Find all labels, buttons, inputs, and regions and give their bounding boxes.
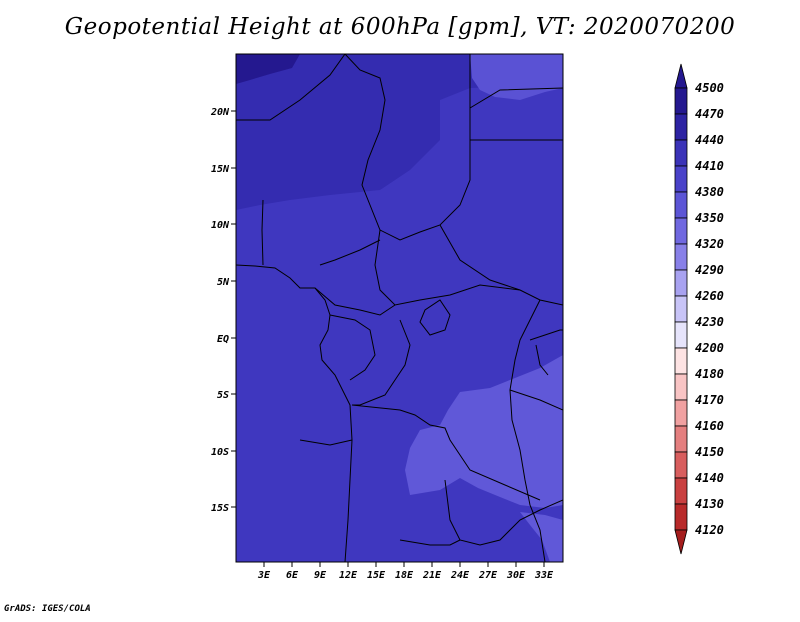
lat-label-eq: EQ [217, 334, 229, 345]
lat-label-15n: 15N [211, 164, 230, 175]
colorbar-label: 4290 [695, 263, 724, 277]
colorbar-arrow-top [674, 63, 688, 89]
lat-label-10n: 10N [211, 220, 230, 231]
colorbar-segment [674, 113, 688, 141]
lon-label-15e: 15E [367, 570, 386, 581]
colorbar-label: 4350 [695, 211, 724, 225]
colorbar-label: 4130 [695, 497, 724, 511]
colorbar-label: 4260 [695, 289, 724, 303]
colorbar-segment [674, 295, 688, 323]
lon-label-3e: 3E [257, 570, 271, 581]
colorbar-label: 4120 [695, 523, 724, 537]
colorbar-segment [674, 87, 688, 115]
map-title: Geopotential Height at 600hPa [gpm], VT:… [64, 14, 736, 40]
colorbar-segment [674, 243, 688, 271]
colorbar-label: 4200 [695, 341, 724, 355]
lon-label-12e: 12E [339, 570, 358, 581]
lon-label-33e: 33E [534, 570, 554, 581]
colorbar-segment [674, 165, 688, 193]
colorbar-segment [674, 373, 688, 401]
colorbar-label: 4180 [695, 367, 724, 381]
height-field [236, 54, 563, 562]
colorbar: 4500 4470 4440 4410 4380 4350 4320 4290 4260 4230… [674, 63, 724, 555]
map-frame [235, 53, 564, 563]
lon-label-21e: 21E [422, 570, 442, 581]
contour-4470-northwest [236, 54, 300, 84]
lon-label-6e: 6E [286, 570, 299, 581]
lon-label-18e: 18E [395, 570, 414, 581]
colorbar-segment [674, 139, 688, 167]
colorbar-label: 4410 [695, 159, 724, 173]
colorbar-label: 4230 [695, 315, 724, 329]
colorbar-label: 4500 [695, 81, 724, 95]
lat-label-5n: 5N [217, 277, 230, 288]
colorbar-segment [674, 217, 688, 245]
colorbar-label: 4320 [695, 237, 724, 251]
lat-label-15s: 15S [211, 503, 229, 514]
lat-label-5s: 5S [217, 390, 229, 401]
political-boundaries [236, 54, 563, 562]
colorbar-segment [674, 191, 688, 219]
colorbar-segment [674, 477, 688, 505]
colorbar-segment [674, 399, 688, 427]
lon-label-27e: 27E [478, 570, 498, 581]
lat-label-10s: 10S [211, 447, 229, 458]
colorbar-segment [674, 347, 688, 375]
colorbar-label: 4170 [695, 393, 724, 407]
grads-credit: GrADS: IGES/COLA [4, 604, 91, 614]
lon-label-24e: 24E [450, 570, 470, 581]
colorbar-segment [674, 269, 688, 297]
colorbar-label: 4140 [695, 471, 724, 485]
colorbar-label: 4160 [695, 419, 724, 433]
lat-label-20n: 20N [210, 107, 230, 118]
colorbar-arrow-bottom [674, 529, 688, 555]
colorbar-label: 4470 [695, 107, 724, 121]
colorbar-segment [674, 425, 688, 453]
latitude-axis [231, 110, 236, 508]
lon-label-30e: 30E [506, 570, 526, 581]
colorbar-segment [674, 321, 688, 349]
colorbar-label: 4440 [695, 133, 724, 147]
colorbar-label: 4380 [695, 185, 724, 199]
lon-label-9e: 9E [314, 570, 327, 581]
colorbar-segment [674, 451, 688, 479]
colorbar-label: 4150 [695, 445, 724, 459]
contour-4440-north [236, 54, 563, 210]
longitude-axis [263, 562, 545, 567]
colorbar-segment [674, 503, 688, 531]
